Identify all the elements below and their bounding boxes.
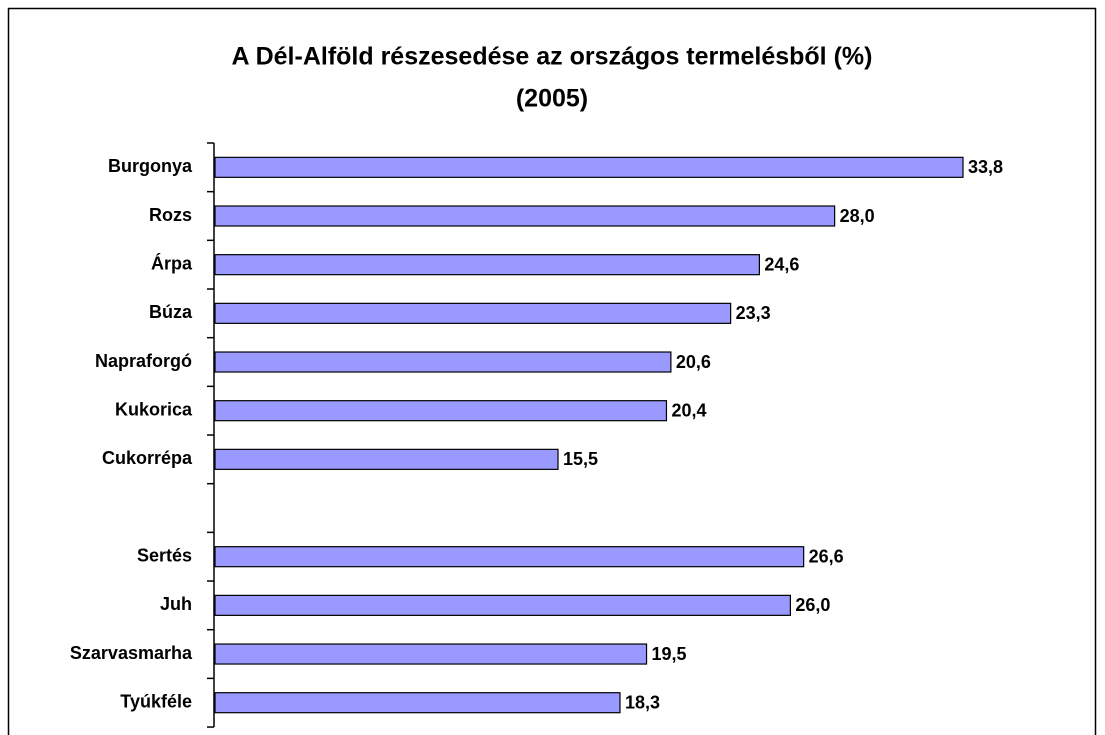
bar	[214, 643, 648, 665]
data-label: 24,6	[764, 254, 799, 274]
bar	[214, 205, 836, 227]
bar	[214, 594, 791, 616]
bar	[214, 448, 559, 470]
bar	[214, 254, 761, 276]
y-tick-label: Árpa	[151, 252, 193, 273]
y-tick-label: Juh	[160, 594, 192, 614]
y-tick-label: Búza	[149, 302, 193, 322]
data-label: 20,6	[676, 352, 711, 372]
bar	[214, 156, 964, 178]
bar	[214, 302, 732, 324]
data-label: 26,6	[809, 546, 844, 566]
data-label: 28,0	[840, 206, 875, 226]
data-label: 15,5	[563, 449, 598, 469]
bar	[214, 692, 621, 714]
data-label: 19,5	[652, 644, 687, 664]
bar	[214, 351, 672, 373]
y-tick-label: Burgonya	[108, 156, 193, 176]
chart-subtitle: (2005)	[516, 85, 588, 113]
y-tick-label: Tyúkféle	[120, 691, 192, 711]
data-label: 33,8	[968, 157, 1003, 177]
chart-title: A Dél-Alföld részesedése az országos ter…	[232, 43, 873, 71]
y-tick-label: Napraforgó	[95, 351, 192, 371]
bar	[214, 400, 668, 422]
y-tick-label: Sertés	[137, 545, 192, 565]
y-tick-label: Szarvasmarha	[70, 643, 193, 663]
bar	[214, 546, 805, 568]
data-label: 18,3	[625, 692, 660, 712]
y-tick-label: Rozs	[149, 205, 192, 225]
data-label: 26,0	[795, 595, 830, 615]
data-label: 23,3	[736, 303, 771, 323]
y-tick-label: Cukorrépa	[102, 448, 193, 468]
data-label: 20,4	[671, 400, 706, 420]
y-tick-label: Kukorica	[115, 399, 193, 419]
